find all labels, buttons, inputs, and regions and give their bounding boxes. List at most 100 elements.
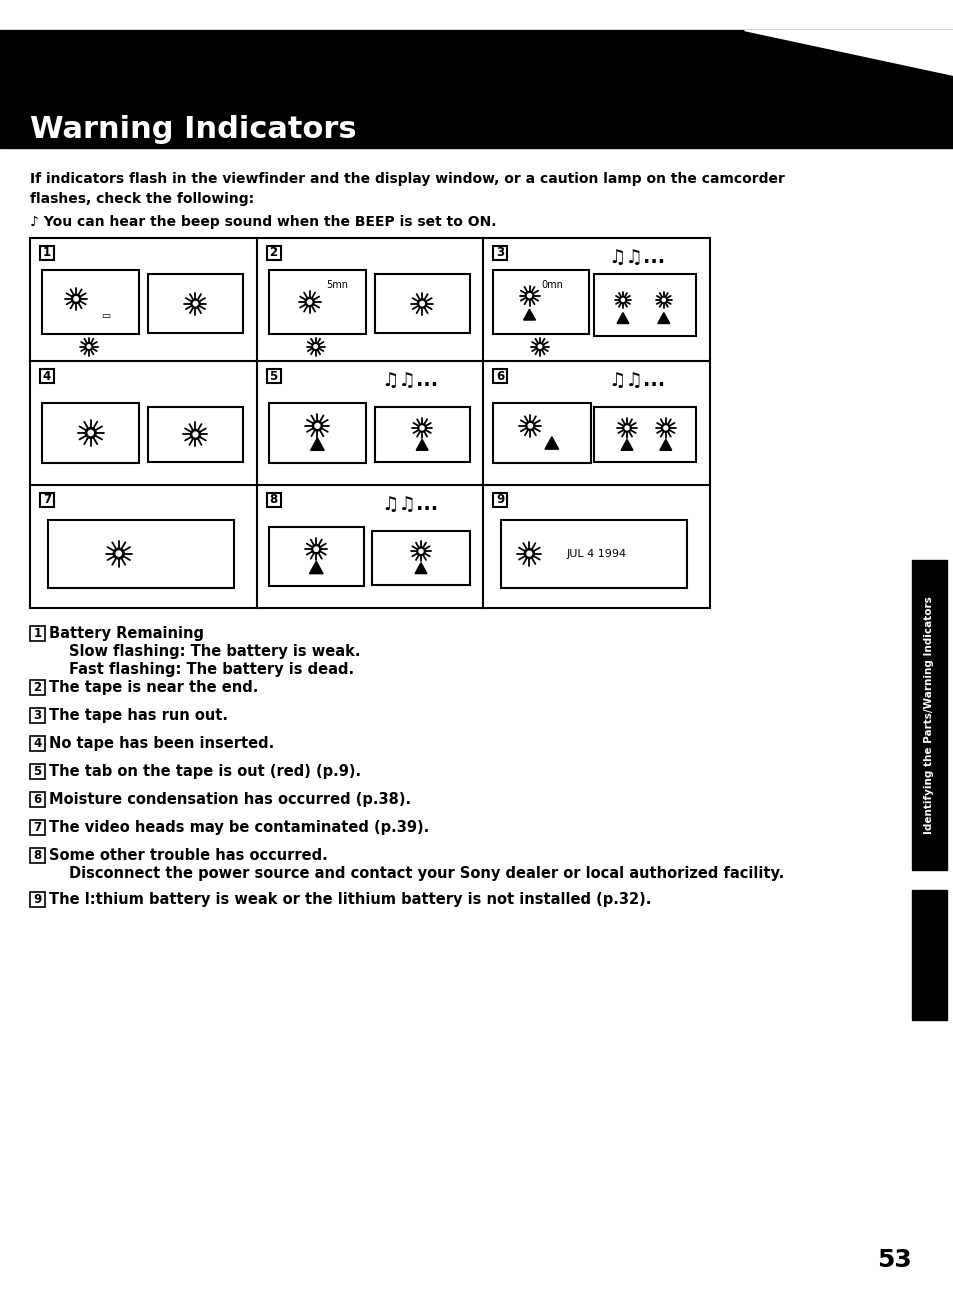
Text: 2: 2 <box>270 246 277 259</box>
Bar <box>911 559 946 870</box>
Text: 9: 9 <box>496 493 504 506</box>
Circle shape <box>419 426 424 430</box>
Bar <box>594 408 696 461</box>
Bar <box>0 30 953 148</box>
Circle shape <box>113 548 124 559</box>
Text: 4: 4 <box>43 370 51 383</box>
Polygon shape <box>311 438 324 451</box>
Bar <box>30 736 45 751</box>
Text: 9: 9 <box>33 894 42 906</box>
Bar <box>40 246 54 260</box>
Circle shape <box>314 546 318 552</box>
Text: 1: 1 <box>43 246 51 259</box>
Bar <box>30 848 45 862</box>
Circle shape <box>624 426 628 430</box>
Circle shape <box>537 344 541 348</box>
Polygon shape <box>544 436 558 449</box>
Circle shape <box>416 546 425 556</box>
Bar <box>42 403 139 462</box>
Bar <box>269 527 363 585</box>
Text: 8: 8 <box>33 850 42 862</box>
Circle shape <box>314 423 319 429</box>
Text: 0mn: 0mn <box>541 280 562 290</box>
Circle shape <box>312 343 319 351</box>
Text: 53: 53 <box>876 1248 910 1272</box>
Text: Fast flashing: The battery is dead.: Fast flashing: The battery is dead. <box>69 662 354 677</box>
Text: ♫♫...: ♫♫... <box>381 372 438 390</box>
Circle shape <box>73 297 78 300</box>
Circle shape <box>661 423 669 433</box>
Circle shape <box>524 549 534 558</box>
Bar <box>30 625 45 641</box>
Circle shape <box>417 423 426 433</box>
Bar <box>30 238 709 607</box>
Bar <box>48 519 233 588</box>
Bar <box>40 369 54 383</box>
Circle shape <box>88 430 93 435</box>
Bar <box>269 403 366 462</box>
Bar <box>267 492 280 506</box>
Circle shape <box>525 291 533 300</box>
Bar <box>267 246 280 260</box>
Text: 7: 7 <box>33 821 42 834</box>
Bar <box>493 403 590 462</box>
Bar <box>375 275 469 333</box>
Circle shape <box>193 433 197 436</box>
Bar <box>148 408 243 461</box>
Text: Some other trouble has occurred.: Some other trouble has occurred. <box>49 848 328 862</box>
Circle shape <box>622 423 631 433</box>
Text: 5: 5 <box>33 765 42 778</box>
Text: Slow flashing: The battery is weak.: Slow flashing: The battery is weak. <box>69 644 360 659</box>
Circle shape <box>659 297 666 303</box>
Text: Warning Indicators: Warning Indicators <box>30 115 356 145</box>
Bar <box>594 275 696 335</box>
Circle shape <box>193 302 197 306</box>
Circle shape <box>191 299 200 308</box>
Bar <box>267 369 280 383</box>
Circle shape <box>536 343 543 351</box>
Text: ♫♫...: ♫♫... <box>607 372 664 390</box>
Text: The tape is near the end.: The tape is near the end. <box>49 680 258 695</box>
Bar <box>148 275 243 333</box>
Circle shape <box>663 426 667 430</box>
Polygon shape <box>523 310 535 320</box>
Bar <box>30 793 45 807</box>
Circle shape <box>312 544 320 554</box>
Bar <box>493 246 507 260</box>
Bar <box>501 519 686 588</box>
Text: JUL 4 1994: JUL 4 1994 <box>566 549 626 558</box>
Text: 2: 2 <box>33 681 42 694</box>
Text: Battery Remaining: Battery Remaining <box>49 625 204 641</box>
Circle shape <box>661 298 664 302</box>
Polygon shape <box>309 561 323 574</box>
Bar <box>30 680 45 695</box>
Circle shape <box>116 550 121 556</box>
Text: 1: 1 <box>33 627 42 640</box>
Circle shape <box>85 427 96 439</box>
Bar <box>40 492 54 506</box>
Circle shape <box>71 294 81 303</box>
Circle shape <box>528 423 532 429</box>
Text: 6: 6 <box>33 793 42 805</box>
Circle shape <box>618 297 626 303</box>
Bar <box>493 369 507 383</box>
Circle shape <box>305 298 314 307</box>
Bar <box>269 269 366 334</box>
Text: ♪ You can hear the beep sound when the BEEP is set to ON.: ♪ You can hear the beep sound when the B… <box>30 215 496 229</box>
Bar <box>30 708 45 723</box>
Circle shape <box>419 302 424 306</box>
Text: 8: 8 <box>270 493 277 506</box>
Text: 3: 3 <box>496 246 504 259</box>
Text: ▭: ▭ <box>101 311 110 321</box>
Circle shape <box>525 421 535 430</box>
Polygon shape <box>415 563 427 574</box>
Circle shape <box>417 299 426 308</box>
Polygon shape <box>617 312 628 324</box>
Text: The l:thium battery is weak or the lithium battery is not installed (p.32).: The l:thium battery is weak or the lithi… <box>49 892 651 906</box>
Circle shape <box>307 300 312 304</box>
Circle shape <box>526 552 531 556</box>
Circle shape <box>87 344 91 348</box>
Bar <box>493 269 588 334</box>
Text: 5mn: 5mn <box>326 280 348 290</box>
Text: 6: 6 <box>496 370 504 383</box>
